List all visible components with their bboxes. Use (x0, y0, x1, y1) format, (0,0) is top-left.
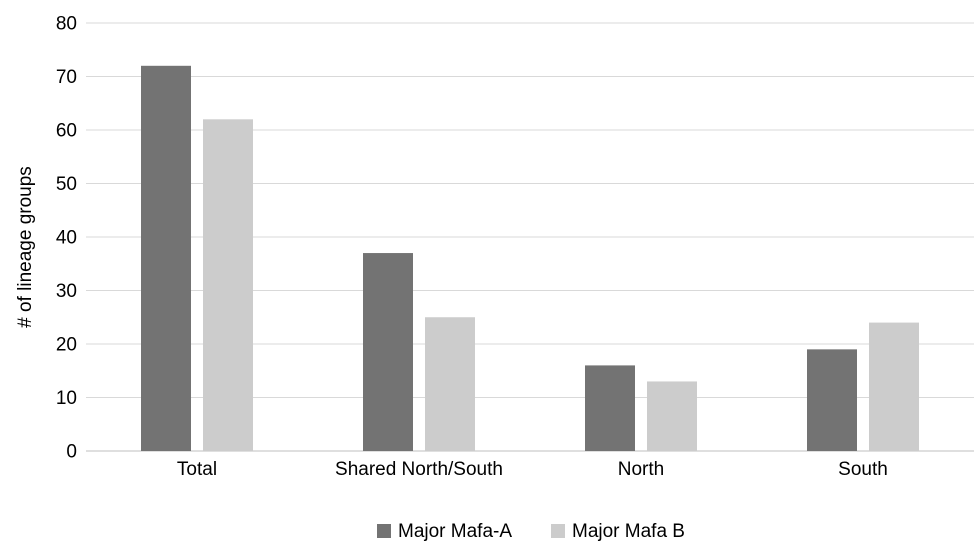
x-category-label: Total (177, 459, 217, 480)
legend-item-2: Major Mafa B (551, 521, 685, 542)
legend-item-1: Major Mafa-A (377, 521, 512, 542)
legend-swatch (551, 524, 565, 538)
x-category-label: South (838, 459, 888, 480)
y-tick-label: 20 (56, 335, 77, 356)
x-category-label: Shared North/South (335, 459, 503, 480)
x-category-label: North (618, 459, 664, 480)
bar-north-series-1 (585, 365, 635, 451)
bar-total-series-1 (141, 65, 191, 452)
y-tick-label: 40 (56, 228, 77, 249)
y-tick-label: 10 (56, 388, 77, 409)
bar-north-series-2 (647, 381, 697, 451)
y-tick-label: 50 (56, 174, 77, 195)
bar-total-series-2 (203, 119, 253, 452)
y-axis-title: # of lineage groups (15, 166, 36, 328)
legend-label: Major Mafa B (572, 521, 685, 542)
legend-swatch (377, 524, 391, 538)
x-axis-categories: Total Shared North/South North South (177, 459, 888, 480)
y-tick-label: 0 (66, 442, 77, 463)
legend-label: Major Mafa-A (398, 521, 512, 542)
bar-shared-north-south-series-2 (425, 317, 475, 451)
y-tick-label: 60 (56, 121, 77, 142)
bar-south-series-1 (807, 349, 857, 451)
bar-south-series-2 (869, 322, 919, 451)
y-axis-ticks: 0 10 20 30 40 50 60 70 80 (56, 14, 77, 463)
legend: Major Mafa-A Major Mafa B (377, 521, 685, 542)
bar-shared-north-south-series-1 (363, 253, 413, 451)
y-tick-label: 80 (56, 14, 77, 35)
y-tick-label: 70 (56, 67, 77, 88)
bars (141, 65, 919, 452)
y-tick-label: 30 (56, 281, 77, 302)
